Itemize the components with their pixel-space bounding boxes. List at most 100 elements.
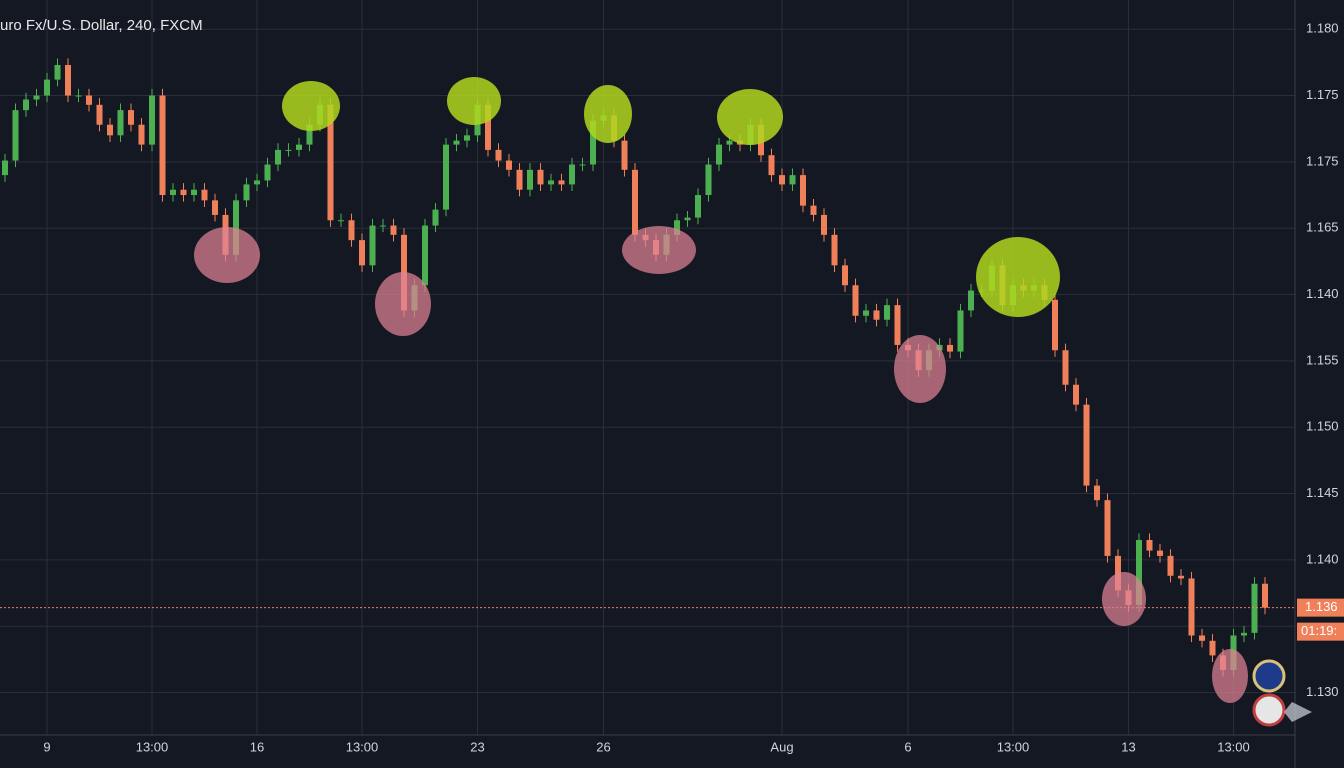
candle-body: [75, 95, 82, 97]
candle-body: [1052, 299, 1058, 351]
y-tick-label: 1.140: [1306, 286, 1339, 301]
candle-body: [369, 225, 376, 266]
candle-body: [65, 65, 71, 96]
trough-highlight: [622, 226, 696, 274]
candle-body: [180, 189, 187, 196]
candle-body: [695, 195, 701, 218]
x-tick-label: 13:00: [136, 739, 169, 754]
peak-highlight: [717, 89, 783, 145]
candle-body: [705, 164, 712, 196]
candle-body: [44, 79, 50, 96]
event-icon[interactable]: [1252, 693, 1286, 727]
axes: 1.180 1.175 1.175 1.165 1.140 1.155 1.150 1.145…: [43, 21, 1344, 754]
y-tick-label: 1.150: [1306, 419, 1339, 434]
y-tick-label: 1.130: [1306, 684, 1339, 699]
candle-body: [579, 164, 586, 166]
y-tick-label: 1.180: [1306, 21, 1339, 36]
candle-body: [264, 164, 271, 181]
candle-body: [1178, 575, 1184, 579]
candle-body: [789, 175, 796, 185]
candle-body: [453, 140, 460, 145]
candle-body: [1188, 578, 1195, 636]
candle-body: [54, 65, 61, 80]
candle-body: [432, 209, 439, 226]
candle-body: [1209, 640, 1216, 656]
candle-body: [128, 110, 134, 125]
candle-body: [306, 124, 313, 145]
candle-body: [159, 95, 166, 196]
candle-body: [2, 160, 8, 176]
candle-body: [842, 265, 848, 286]
candle-body: [464, 135, 470, 141]
chart-title: uro Fx/U.S. Dollar, 240, FXCM: [0, 17, 203, 34]
countdown-box: [1297, 622, 1344, 641]
candle-body: [1104, 500, 1111, 556]
candle-body: [117, 110, 124, 136]
candle-body: [422, 225, 428, 286]
candle-body: [254, 180, 260, 185]
candle-body: [443, 144, 449, 210]
candle-body: [201, 189, 208, 201]
trough-highlight: [194, 227, 260, 283]
sparkle-icon: [1284, 702, 1312, 722]
candle-body: [86, 95, 92, 105]
candle-body: [348, 220, 355, 241]
x-tick-label: Aug: [770, 739, 793, 754]
candle-body: [621, 140, 628, 170]
candle-body: [527, 169, 533, 190]
candle-body: [359, 240, 365, 266]
x-tick-label: 9: [43, 739, 50, 754]
candle-body: [1157, 550, 1163, 556]
peak-highlight: [584, 85, 632, 143]
candle-body: [800, 175, 806, 206]
candle-body: [138, 124, 145, 145]
x-tick-label: 13:00: [346, 739, 379, 754]
candle-body: [12, 110, 19, 161]
x-tick-label: 13: [1121, 739, 1135, 754]
candle-body: [170, 189, 176, 196]
candle-body: [810, 205, 817, 215]
candle-body: [275, 149, 281, 165]
candle-body: [569, 164, 575, 185]
peak-highlight: [976, 237, 1060, 317]
candle-body: [873, 310, 880, 320]
x-tick-label: 26: [596, 739, 610, 754]
candle-body: [1262, 583, 1268, 608]
candle-body: [1073, 384, 1079, 405]
highlights: [194, 77, 1248, 703]
candle-body: [863, 310, 869, 316]
candle-body: [516, 169, 523, 190]
candle-body: [380, 225, 386, 227]
candle-body: [716, 144, 722, 165]
candle-body: [107, 124, 113, 136]
peak-highlight: [282, 81, 340, 131]
candle-body: [296, 144, 302, 150]
x-tick-label: 16: [250, 739, 264, 754]
candle-body: [548, 180, 554, 185]
candle-body: [537, 169, 544, 185]
candle-body: [1146, 539, 1153, 551]
candle-body: [852, 285, 859, 316]
y-tick-label: 1.140: [1306, 551, 1339, 566]
candle-body: [33, 95, 40, 100]
candle-body: [1062, 350, 1069, 385]
candle-body: [191, 189, 197, 196]
candle-body: [768, 155, 775, 176]
candle-body: [243, 184, 250, 201]
candle-body: [632, 169, 638, 235]
candle-body: [947, 344, 953, 352]
event-icon[interactable]: [1252, 659, 1286, 693]
candle-body: [23, 99, 29, 111]
candle-body: [684, 217, 691, 221]
candle-body: [894, 305, 901, 345]
y-tick-label: 1.175: [1306, 87, 1339, 102]
trough-highlight: [1102, 572, 1146, 626]
trough-highlight: [375, 272, 431, 336]
candle-body: [338, 220, 344, 222]
candle-body: [285, 149, 292, 151]
trough-highlight: [894, 335, 946, 403]
candle-body: [1094, 485, 1100, 501]
